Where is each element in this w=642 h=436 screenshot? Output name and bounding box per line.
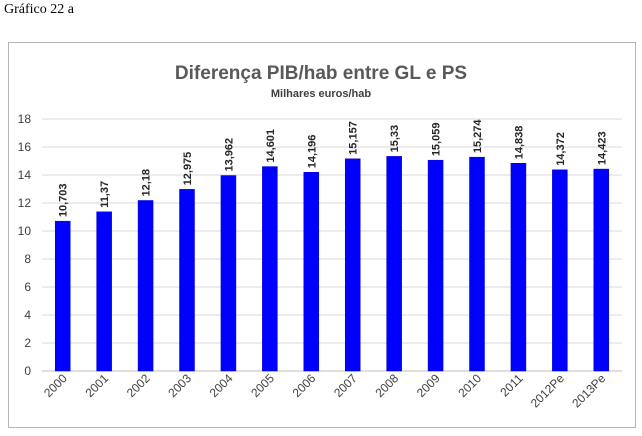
x-tick-label: 2005 — [248, 371, 277, 400]
x-tick-label: 2009 — [414, 371, 443, 400]
bar-2002 — [137, 200, 154, 372]
x-tick-label: 2006 — [290, 371, 319, 400]
figure-caption: Gráfico 22 a — [4, 2, 74, 17]
x-tick-label: 2008 — [372, 371, 401, 400]
bar-2007 — [344, 158, 361, 372]
bars — [54, 156, 610, 372]
x-tick-label: 2000 — [41, 371, 70, 400]
y-tick-label: 8 — [24, 252, 31, 266]
data-label: 11,37 — [99, 181, 111, 208]
y-tick-label: 18 — [18, 112, 32, 126]
chart-frame — [8, 42, 636, 428]
x-tick-label: 2011 — [497, 371, 525, 399]
x-tick-label: 2002 — [124, 371, 153, 400]
chart-subtitle: Milhares euros/hab — [271, 88, 372, 100]
y-tick-label: 12 — [18, 196, 32, 210]
bar-2010 — [469, 156, 485, 372]
y-tick-label: 4 — [24, 308, 31, 322]
x-tick-label: 2004 — [207, 371, 236, 400]
data-label: 15,059 — [431, 123, 443, 157]
data-label: 14,838 — [513, 126, 525, 160]
bar-2013Pe — [593, 168, 610, 372]
bar-2001 — [96, 211, 112, 372]
bar-2005 — [262, 166, 278, 372]
data-label: 14,372 — [555, 132, 567, 166]
bar-2012Pe — [552, 169, 568, 372]
x-tick-label: 2013Pe — [569, 371, 608, 410]
y-tick-label: 16 — [18, 140, 32, 154]
x-tick-label: 2010 — [455, 371, 484, 400]
x-tick-label: 2003 — [165, 371, 194, 400]
x-tick-label: 2001 — [82, 371, 111, 400]
data-label: 15,157 — [348, 121, 360, 155]
bar-2011 — [510, 163, 527, 372]
x-axis-ticks: 2000 2001 2002 2003 2004 2005 2006 2007 2008 2009… — [41, 371, 609, 410]
gridlines — [42, 118, 622, 372]
y-tick-label: 2 — [24, 336, 31, 350]
data-label: 14,196 — [306, 135, 318, 169]
y-axis-ticks: 0 2 4 6 8 10 12 14 16 18 — [18, 112, 32, 378]
bar-2004 — [220, 175, 237, 372]
x-tick-label: 2012Pe — [528, 371, 567, 410]
data-labels: 10,703 11,37 12,18 12,975 13,962 14,601 14,196… — [58, 119, 609, 218]
data-label: 13,962 — [223, 138, 235, 172]
bar-2003 — [179, 189, 195, 372]
y-tick-label: 14 — [18, 168, 32, 182]
y-tick-label: 10 — [18, 224, 32, 238]
data-label: 14,423 — [596, 131, 608, 165]
bar-2006 — [303, 172, 320, 372]
y-tick-label: 6 — [24, 280, 31, 294]
data-label: 15,274 — [472, 119, 484, 154]
data-label: 14,601 — [265, 129, 277, 163]
data-label: 12,975 — [182, 152, 194, 186]
data-label: 10,703 — [58, 184, 70, 218]
y-tick-label: 0 — [24, 364, 31, 378]
data-label: 12,18 — [141, 169, 153, 197]
chart-title: Diferença PIB/hab entre GL e PS — [175, 63, 467, 84]
bar-2009 — [427, 159, 444, 372]
x-tick-label: 2007 — [331, 371, 360, 400]
bar-2008 — [386, 156, 402, 372]
data-label: 15,33 — [389, 125, 401, 153]
bar-2000 — [54, 220, 71, 372]
